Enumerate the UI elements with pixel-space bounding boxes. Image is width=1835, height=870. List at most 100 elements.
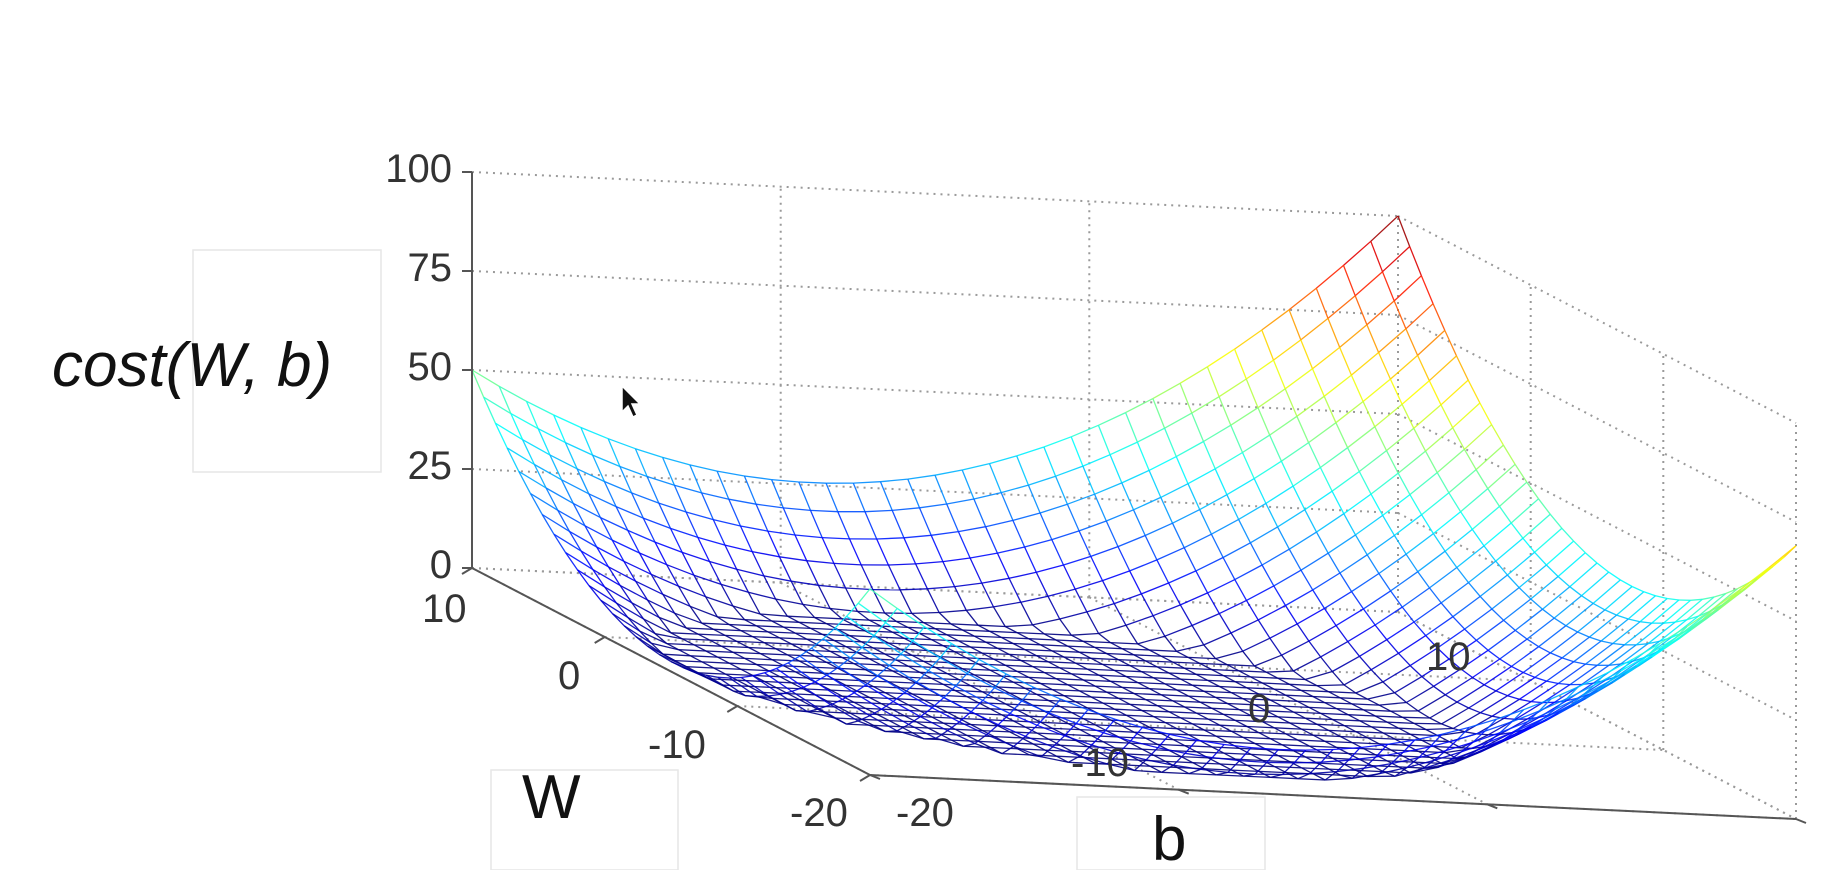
mesh-segment <box>1097 425 1111 455</box>
mesh-segment <box>892 631 920 635</box>
mesh-segment <box>994 673 1007 689</box>
mesh-segment <box>736 569 749 593</box>
mesh-segment <box>1321 751 1349 755</box>
mesh-segment <box>1339 347 1352 376</box>
mesh-segment <box>1029 715 1057 719</box>
mesh-segment <box>1242 637 1271 652</box>
mesh-segment <box>1320 712 1349 716</box>
mesh-segment <box>1651 599 1680 624</box>
mesh-segment <box>1051 650 1065 658</box>
mesh-segment <box>736 679 750 687</box>
mesh-segment <box>1468 690 1497 709</box>
mesh-segment <box>701 622 730 626</box>
mesh-segment <box>1472 730 1486 743</box>
mesh-segment <box>848 538 862 566</box>
mesh-segment <box>1133 692 1162 696</box>
mesh-segment <box>1246 687 1259 695</box>
mesh-segment <box>588 493 602 518</box>
mesh-segment <box>1409 494 1423 516</box>
mesh-segment <box>1095 724 1108 732</box>
mesh-segment <box>1028 715 1042 723</box>
mesh-segment <box>1401 404 1415 429</box>
mesh-segment <box>1339 554 1368 574</box>
mesh-segment <box>1409 472 1438 496</box>
mesh-segment <box>1308 625 1337 642</box>
mesh-segment <box>1125 615 1154 626</box>
mesh-segment <box>795 671 823 674</box>
mesh-segment <box>989 669 1002 677</box>
mesh-segment <box>982 687 995 701</box>
mesh-segment <box>1414 761 1442 765</box>
mesh-segment <box>1316 684 1345 687</box>
mesh-segment <box>1616 591 1645 616</box>
mesh-segment <box>864 511 878 540</box>
mesh-segment <box>740 629 769 633</box>
mesh-segment <box>1261 682 1275 690</box>
mesh-segment <box>662 457 675 486</box>
mesh-segment <box>1375 754 1403 757</box>
mesh-segment <box>1047 661 1061 669</box>
mesh-segment <box>1472 676 1485 686</box>
mesh-segment <box>938 612 952 625</box>
mesh-segment <box>1262 721 1290 724</box>
mesh-segment <box>1153 754 1182 758</box>
mesh-segment <box>1098 674 1111 682</box>
mesh-segment <box>1343 725 1357 733</box>
mesh-segment <box>1234 564 1263 581</box>
mesh-segment <box>1561 527 1575 542</box>
mesh-segment <box>1261 548 1290 566</box>
mesh-segment <box>1254 704 1267 712</box>
mesh-segment <box>978 740 1006 744</box>
mesh-segment <box>1211 707 1240 711</box>
mesh-segment <box>1062 564 1076 590</box>
mesh-segment <box>1367 698 1380 706</box>
mesh-segment <box>1285 694 1313 698</box>
mesh-segment <box>1261 329 1275 361</box>
mesh-segment <box>1414 722 1442 725</box>
mesh-segment <box>1343 513 1357 536</box>
mesh-segment <box>997 546 1025 554</box>
mesh-segment <box>615 602 644 620</box>
mesh-segment <box>1308 422 1337 444</box>
mesh-segment <box>1456 684 1485 703</box>
mesh-segment <box>1262 759 1275 768</box>
mesh-segment <box>1063 656 1076 664</box>
mesh-segment <box>1445 739 1458 752</box>
mesh-segment <box>799 699 812 707</box>
mesh-segment <box>1296 416 1310 443</box>
mesh-segment <box>1070 436 1084 467</box>
mesh-segment <box>783 665 796 673</box>
mesh-segment <box>1294 761 1322 764</box>
mesh-segment <box>818 584 846 589</box>
mesh-segment <box>900 648 913 656</box>
mesh-segment <box>1449 749 1478 761</box>
mesh-segment <box>1690 598 1703 601</box>
mesh-segment <box>881 708 910 725</box>
mesh-segment <box>853 624 866 632</box>
mesh-segment <box>1028 475 1056 486</box>
mesh-segment <box>1125 675 1139 684</box>
mesh-segment <box>1370 669 1384 683</box>
mesh-segment <box>1569 586 1582 597</box>
mesh-segment <box>1316 723 1330 731</box>
mesh-segment <box>756 625 784 628</box>
mesh-segment <box>697 633 710 641</box>
z-tick-0: 0 <box>430 543 452 587</box>
mesh-segment <box>1165 760 1193 764</box>
mesh-segment <box>1164 683 1178 691</box>
mesh-segment <box>612 613 625 627</box>
mesh-segment <box>1059 667 1088 670</box>
mesh-segment <box>1075 701 1103 704</box>
mesh-segment <box>1075 579 1103 590</box>
mesh-segment <box>846 602 859 617</box>
mesh-segment <box>603 481 617 507</box>
mesh-segment <box>1218 396 1232 426</box>
mesh-segment <box>1227 771 1256 775</box>
mesh-segment <box>1032 704 1061 708</box>
mesh-segment <box>1561 657 1575 663</box>
mesh-segment <box>1542 608 1555 619</box>
mesh-segment <box>1499 721 1513 734</box>
mesh-segment <box>685 627 699 635</box>
mesh-segment <box>1133 692 1147 701</box>
mesh-segment <box>1339 697 1353 705</box>
